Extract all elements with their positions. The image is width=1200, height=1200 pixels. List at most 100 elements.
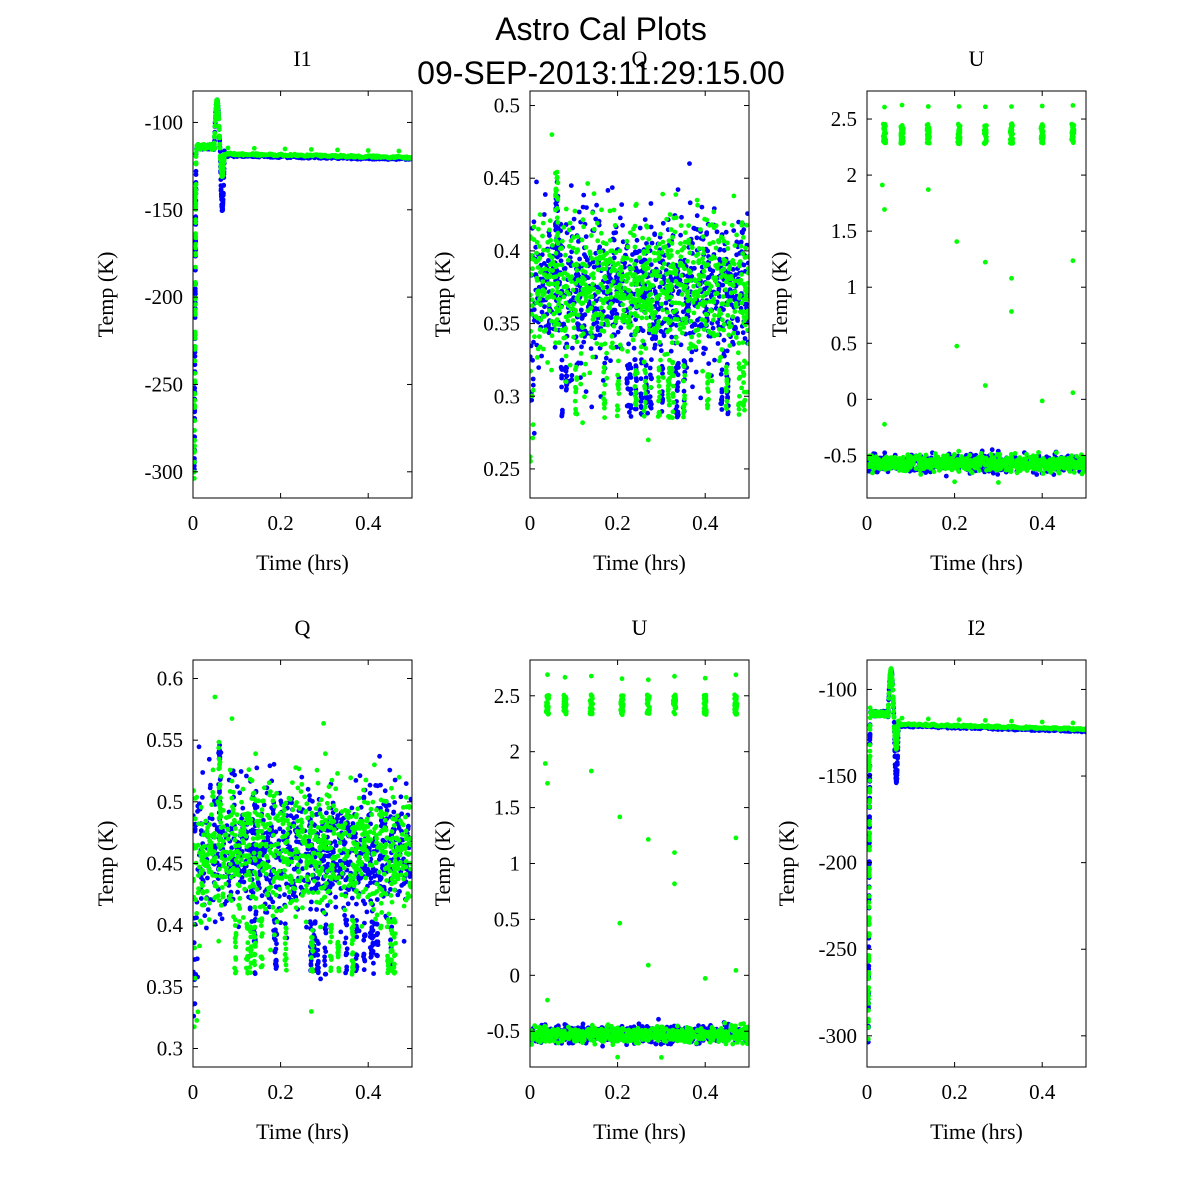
data-point (570, 287, 576, 293)
data-point (691, 225, 697, 231)
data-point (678, 232, 683, 238)
data-point (654, 300, 660, 305)
data-point (537, 269, 543, 275)
data-point (614, 413, 620, 419)
data-point (640, 235, 645, 241)
data-point (1009, 104, 1014, 109)
data-point (632, 261, 637, 267)
data-point (574, 267, 580, 273)
data-point (638, 350, 644, 356)
data-point (634, 282, 640, 287)
data-point (620, 292, 625, 297)
data-point (530, 311, 535, 317)
data-point (707, 222, 712, 228)
y-tick-label: 0 (847, 387, 858, 411)
data-point (746, 309, 749, 314)
data-point (547, 227, 552, 233)
data-point (649, 312, 655, 317)
data-point (653, 245, 659, 251)
data-point (571, 216, 577, 222)
data-point (559, 384, 564, 390)
data-point (681, 414, 686, 420)
data-point (867, 468, 871, 474)
data-point (388, 887, 393, 892)
data-point (657, 273, 663, 279)
data-point (662, 261, 667, 267)
data-point (217, 135, 222, 141)
data-point (657, 284, 663, 290)
data-point (660, 371, 665, 376)
data-point (607, 287, 613, 293)
data-point (680, 330, 685, 336)
data-point (647, 257, 653, 263)
data-point (1059, 460, 1065, 466)
y-axis-label: Temp (K) (430, 252, 455, 338)
data-point (578, 333, 584, 338)
data-point (991, 461, 997, 467)
data-point (555, 241, 561, 246)
data-point (553, 274, 559, 279)
data-point (699, 204, 705, 210)
data-point (700, 303, 706, 308)
data-point (637, 248, 642, 254)
data-point (620, 302, 625, 307)
y-tick-label: -0.5 (824, 443, 857, 467)
data-point (565, 257, 571, 263)
data-point (721, 322, 727, 327)
data-point (652, 345, 657, 351)
data-point (667, 357, 672, 363)
data-points (867, 102, 1086, 485)
data-point (745, 254, 749, 259)
data-point (200, 770, 206, 775)
data-point (193, 280, 198, 285)
data-point (698, 227, 703, 232)
data-point (637, 298, 642, 304)
data-point (700, 299, 706, 305)
data-point (641, 408, 647, 414)
data-point (530, 368, 533, 374)
data-point (656, 398, 661, 404)
data-point (1054, 450, 1059, 455)
data-point (721, 238, 727, 244)
data-point (679, 292, 685, 297)
data-point (542, 192, 548, 197)
data-point (703, 291, 708, 296)
data-point (1040, 471, 1046, 476)
data-point (1048, 469, 1053, 475)
data-point (688, 318, 694, 324)
data-point (722, 353, 727, 359)
data-point (665, 248, 671, 254)
data-point (716, 307, 722, 313)
data-point (193, 241, 198, 247)
data-point (677, 322, 683, 327)
data-point (701, 250, 707, 256)
data-point (745, 270, 749, 276)
data-point (579, 237, 585, 243)
data-point (632, 244, 638, 250)
data-point (719, 269, 724, 274)
data-point (687, 200, 693, 206)
data-point (598, 249, 604, 255)
data-point (887, 466, 893, 471)
data-point (678, 260, 683, 266)
data-point (599, 321, 604, 327)
data-point (704, 398, 710, 404)
data-point (193, 235, 199, 241)
data-point (563, 206, 569, 212)
data-point (705, 275, 711, 281)
data-point (563, 379, 569, 385)
data-point (688, 357, 694, 363)
data-point (536, 365, 542, 370)
data-point (705, 405, 710, 411)
data-point (666, 365, 672, 371)
data-point (712, 313, 717, 318)
data-point (547, 326, 553, 331)
data-point (554, 195, 560, 200)
data-point (686, 223, 691, 229)
data-point (983, 139, 989, 145)
series-green (530, 132, 749, 464)
data-point (608, 344, 614, 350)
data-point (624, 380, 630, 386)
data-point (989, 447, 995, 453)
